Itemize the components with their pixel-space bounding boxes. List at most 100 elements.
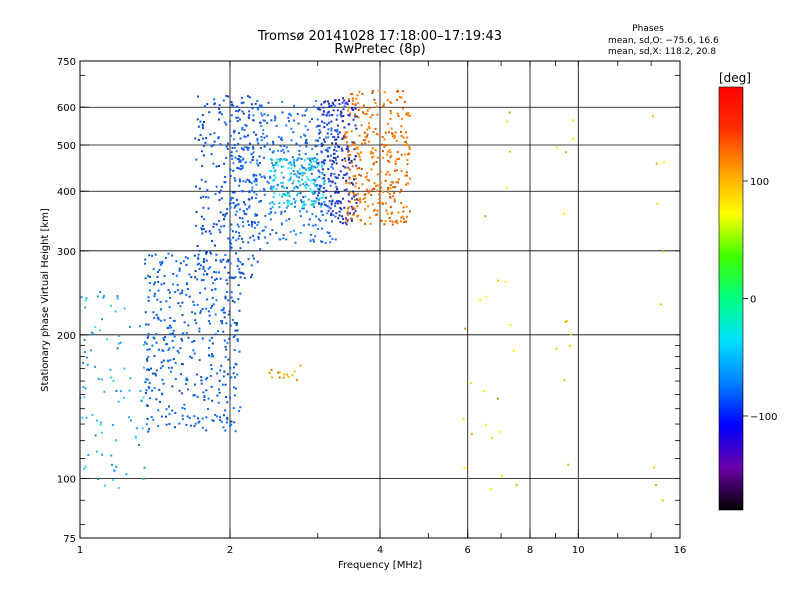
echo-point <box>314 166 317 169</box>
echo-point <box>328 114 331 117</box>
echo-point <box>201 127 204 130</box>
echo-point <box>304 152 307 155</box>
echo-point <box>207 196 210 199</box>
echo-point <box>337 173 340 176</box>
echo-point <box>318 197 321 200</box>
echo-point <box>406 159 409 162</box>
echo-point <box>384 144 387 147</box>
echo-point <box>322 193 325 196</box>
echo-point <box>312 182 315 185</box>
echo-point <box>299 364 302 367</box>
echo-point <box>167 366 170 369</box>
echo-point <box>154 253 157 256</box>
echo-point <box>170 326 173 329</box>
echo-point <box>271 229 274 232</box>
echo-point <box>313 200 316 203</box>
echo-point <box>247 241 250 244</box>
echo-point <box>285 238 288 241</box>
echo-point <box>250 182 253 185</box>
echo-point <box>233 143 236 146</box>
echo-point <box>153 386 156 389</box>
echo-point <box>262 188 265 191</box>
echo-point <box>572 119 575 122</box>
echo-point <box>164 257 167 260</box>
echo-point <box>111 424 114 427</box>
echo-point <box>292 229 295 232</box>
echo-point <box>312 192 315 195</box>
echo-point <box>290 202 293 205</box>
echo-point <box>273 203 276 206</box>
echo-point <box>241 217 244 220</box>
echo-point <box>303 167 306 170</box>
echo-point <box>286 373 289 376</box>
colorbar-tick-label: −100 <box>750 412 777 423</box>
echo-point <box>355 182 358 185</box>
echo-point <box>227 237 230 240</box>
echo-point <box>348 161 351 164</box>
echo-point <box>371 152 374 155</box>
echo-point <box>152 372 155 375</box>
echo-point <box>335 118 338 121</box>
echo-point <box>145 389 148 392</box>
echo-point <box>378 133 381 136</box>
echo-point <box>334 157 337 160</box>
echo-point <box>279 144 282 147</box>
echo-point <box>218 108 221 111</box>
echo-point <box>165 408 168 411</box>
echo-point <box>255 214 258 217</box>
echo-point <box>298 181 301 184</box>
echo-point <box>223 218 226 221</box>
echo-point <box>354 194 357 197</box>
echo-point <box>255 183 258 186</box>
echo-point <box>565 320 568 323</box>
echo-point <box>201 114 204 117</box>
echo-point <box>205 196 208 199</box>
echo-point <box>509 324 512 327</box>
echo-point <box>86 363 89 366</box>
echo-point <box>266 122 269 125</box>
echo-point <box>211 353 214 356</box>
echo-point <box>390 127 393 130</box>
echo-point <box>271 179 274 182</box>
echo-point <box>190 356 193 359</box>
echo-point <box>330 172 333 175</box>
echo-point <box>239 160 242 163</box>
echo-point <box>356 167 359 170</box>
echo-point <box>376 156 379 159</box>
echo-point <box>229 169 232 172</box>
echo-point <box>382 190 385 193</box>
echo-point <box>384 179 387 182</box>
echo-point <box>364 196 367 199</box>
echo-point <box>212 303 215 306</box>
echo-point <box>390 112 393 115</box>
echo-point <box>310 179 313 182</box>
echo-point <box>384 220 387 223</box>
echo-point <box>334 175 337 178</box>
echo-point <box>232 336 235 339</box>
echo-point <box>314 145 317 148</box>
echo-point <box>555 146 558 149</box>
echo-point <box>405 143 408 146</box>
echo-point <box>253 239 256 242</box>
echo-point <box>396 98 399 101</box>
echo-point <box>256 260 259 263</box>
echo-point <box>232 236 235 239</box>
echo-point <box>280 181 283 184</box>
echo-point <box>368 216 371 219</box>
echo-point <box>355 201 358 204</box>
echo-point <box>119 341 122 344</box>
echo-point <box>336 202 339 205</box>
echo-point <box>239 159 242 162</box>
echo-point <box>313 205 316 208</box>
echo-point <box>397 211 400 214</box>
echo-point <box>321 165 324 168</box>
echo-point <box>249 161 252 164</box>
echo-point <box>277 158 280 161</box>
echo-point <box>242 210 245 213</box>
echo-point <box>289 230 292 233</box>
echo-point <box>142 396 145 399</box>
echo-point <box>242 225 245 228</box>
echo-point <box>275 231 278 234</box>
echo-point <box>271 161 274 164</box>
echo-point <box>238 208 241 211</box>
